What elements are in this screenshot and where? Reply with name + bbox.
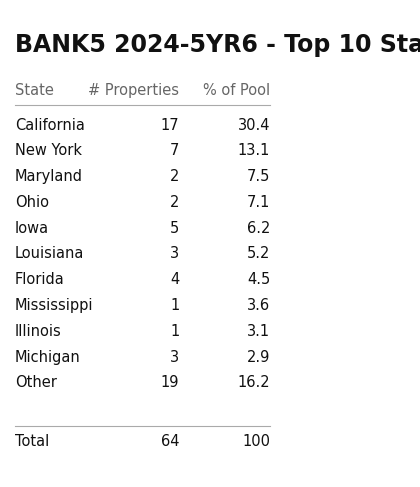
Text: 1: 1 xyxy=(170,298,179,313)
Text: 2.9: 2.9 xyxy=(247,350,270,365)
Text: Mississippi: Mississippi xyxy=(15,298,94,313)
Text: 3.6: 3.6 xyxy=(247,298,270,313)
Text: 7: 7 xyxy=(170,143,179,158)
Text: Florida: Florida xyxy=(15,272,65,287)
Text: 7.1: 7.1 xyxy=(247,195,270,210)
Text: BANK5 2024-5YR6 - Top 10 States: BANK5 2024-5YR6 - Top 10 States xyxy=(15,33,420,57)
Text: State: State xyxy=(15,83,54,97)
Text: 7.5: 7.5 xyxy=(247,169,270,184)
Text: Illinois: Illinois xyxy=(15,324,62,339)
Text: # Properties: # Properties xyxy=(88,83,179,97)
Text: Michigan: Michigan xyxy=(15,350,81,365)
Text: 1: 1 xyxy=(170,324,179,339)
Text: 5.2: 5.2 xyxy=(247,246,270,262)
Text: Ohio: Ohio xyxy=(15,195,49,210)
Text: 4.5: 4.5 xyxy=(247,272,270,287)
Text: New York: New York xyxy=(15,143,82,158)
Text: 3: 3 xyxy=(170,246,179,262)
Text: 16.2: 16.2 xyxy=(238,375,270,390)
Text: 3.1: 3.1 xyxy=(247,324,270,339)
Text: 17: 17 xyxy=(161,118,179,132)
Text: 6.2: 6.2 xyxy=(247,221,270,236)
Text: 5: 5 xyxy=(170,221,179,236)
Text: Total: Total xyxy=(15,434,49,449)
Text: 4: 4 xyxy=(170,272,179,287)
Text: 2: 2 xyxy=(170,195,179,210)
Text: 100: 100 xyxy=(242,434,270,449)
Text: Louisiana: Louisiana xyxy=(15,246,84,262)
Text: California: California xyxy=(15,118,85,132)
Text: 19: 19 xyxy=(161,375,179,390)
Text: 30.4: 30.4 xyxy=(238,118,270,132)
Text: 13.1: 13.1 xyxy=(238,143,270,158)
Text: Iowa: Iowa xyxy=(15,221,49,236)
Text: Maryland: Maryland xyxy=(15,169,83,184)
Text: % of Pool: % of Pool xyxy=(203,83,270,97)
Text: 2: 2 xyxy=(170,169,179,184)
Text: 64: 64 xyxy=(161,434,179,449)
Text: 3: 3 xyxy=(170,350,179,365)
Text: Other: Other xyxy=(15,375,57,390)
